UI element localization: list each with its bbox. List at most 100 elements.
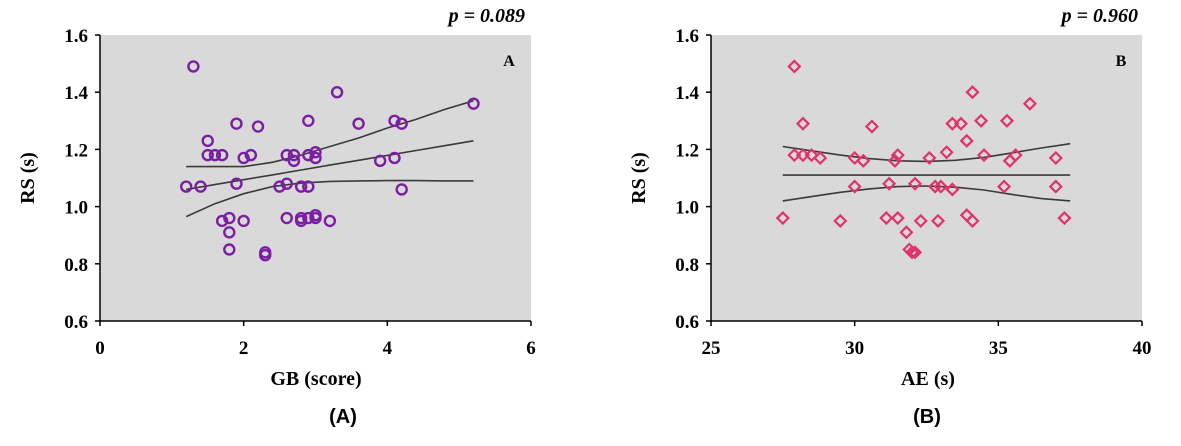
data-point <box>804 148 819 163</box>
data-point <box>237 151 250 165</box>
x-axis-label-b: AE (s) <box>901 368 955 390</box>
y-tick-label: 1.4 <box>64 83 88 104</box>
y-tick-label: 1.6 <box>675 26 699 47</box>
data-point <box>928 179 943 194</box>
x-tick-label: 35 <box>989 338 1008 359</box>
p-value-a: p = 0.089 <box>447 5 525 27</box>
plot-area-a <box>100 35 531 321</box>
data-point <box>302 114 315 128</box>
data-point <box>965 85 980 100</box>
data-point <box>280 211 293 225</box>
data-point <box>890 148 905 163</box>
x-tick-label: 30 <box>845 338 864 359</box>
regression-upper-line <box>186 100 474 168</box>
data-point <box>230 117 243 130</box>
data-markers-b <box>775 59 1072 260</box>
data-point <box>330 85 344 99</box>
data-point <box>882 176 897 191</box>
x-tick-label: 4 <box>383 338 393 359</box>
y-tick-label: 1.4 <box>675 83 699 104</box>
data-point <box>388 151 401 165</box>
data-point <box>1022 96 1037 111</box>
data-point <box>251 120 265 133</box>
data-point <box>280 177 293 190</box>
panel-letter-b: B <box>1116 53 1127 70</box>
data-point <box>373 154 387 168</box>
data-point <box>287 148 301 162</box>
axes-b: 0.6 0.8 1.0 1.2 1.4 1.6 25 30 35 40 <box>675 26 1151 359</box>
data-point <box>237 214 250 228</box>
x-tick-label: 25 <box>702 338 721 359</box>
x-tick-label: 6 <box>526 338 536 359</box>
x-axis-label-a: GB (score) <box>270 368 361 390</box>
data-markers-a <box>179 60 480 262</box>
data-point <box>244 148 258 162</box>
data-point <box>976 148 992 163</box>
data-point <box>273 180 286 193</box>
data-point <box>864 119 879 134</box>
data-point <box>194 180 207 193</box>
caption-b: (B) <box>913 406 941 428</box>
x-tick-label: 0 <box>95 338 105 359</box>
data-point <box>999 113 1015 128</box>
data-point <box>223 243 236 256</box>
data-point <box>907 176 923 191</box>
x-tick-label: 2 <box>239 338 249 359</box>
data-point <box>294 214 308 228</box>
data-point <box>259 249 272 262</box>
data-point <box>201 134 214 148</box>
data-point <box>323 214 337 228</box>
data-point <box>352 117 365 130</box>
data-point <box>1057 210 1072 226</box>
data-point <box>913 213 928 228</box>
regression-lower-line <box>782 185 1071 202</box>
p-value-b: p = 0.960 <box>1060 5 1138 27</box>
data-point <box>223 211 236 225</box>
data-point <box>294 180 308 193</box>
data-point <box>309 146 322 159</box>
data-point <box>922 150 937 166</box>
data-point <box>1008 148 1023 163</box>
data-point <box>388 114 401 128</box>
y-tick-label: 1.0 <box>675 198 699 219</box>
plot-area-b <box>711 35 1142 321</box>
chart-panel-b: 0.6 0.8 1.0 1.2 1.4 1.6 25 30 35 40 B p = 0.960 R… <box>628 5 1152 428</box>
data-point <box>847 179 862 194</box>
axes-a: 0.6 0.8 1.0 1.2 1.4 1.6 0 2 4 6 <box>64 26 536 359</box>
data-point <box>847 150 862 166</box>
data-point <box>813 150 828 166</box>
data-point <box>907 245 923 260</box>
data-point <box>179 180 193 193</box>
caption-a: (A) <box>329 406 357 428</box>
data-point <box>974 113 989 128</box>
data-point <box>302 180 315 193</box>
data-point <box>879 210 894 226</box>
chart-panel-a: 0.6 0.8 1.0 1.2 1.4 1.6 0 2 4 6 A p = 0.089 RS (s… <box>17 5 536 428</box>
data-point <box>395 183 408 196</box>
x-tick-label: 40 <box>1133 338 1152 359</box>
y-tick-label: 1.6 <box>64 26 88 47</box>
y-tick-label: 0.8 <box>675 255 699 276</box>
y-tick-label: 1.0 <box>64 198 88 219</box>
data-point <box>775 210 790 226</box>
data-point <box>856 153 871 168</box>
data-point <box>1048 179 1063 194</box>
regression-lines-a <box>185 100 474 218</box>
y-tick-label: 1.2 <box>675 140 699 161</box>
data-point <box>309 151 322 165</box>
data-point <box>933 179 948 194</box>
data-point <box>309 211 322 225</box>
data-point <box>833 213 848 228</box>
data-point <box>223 226 236 239</box>
y-axis-label-b: RS (s) <box>628 152 650 204</box>
data-point <box>395 117 408 130</box>
data-point <box>953 116 969 131</box>
data-point <box>1048 150 1063 166</box>
data-point <box>959 133 974 148</box>
data-point <box>230 177 243 190</box>
regression-fit-line <box>186 140 474 191</box>
data-point <box>208 148 222 162</box>
data-point <box>302 211 315 225</box>
data-point <box>215 214 229 228</box>
